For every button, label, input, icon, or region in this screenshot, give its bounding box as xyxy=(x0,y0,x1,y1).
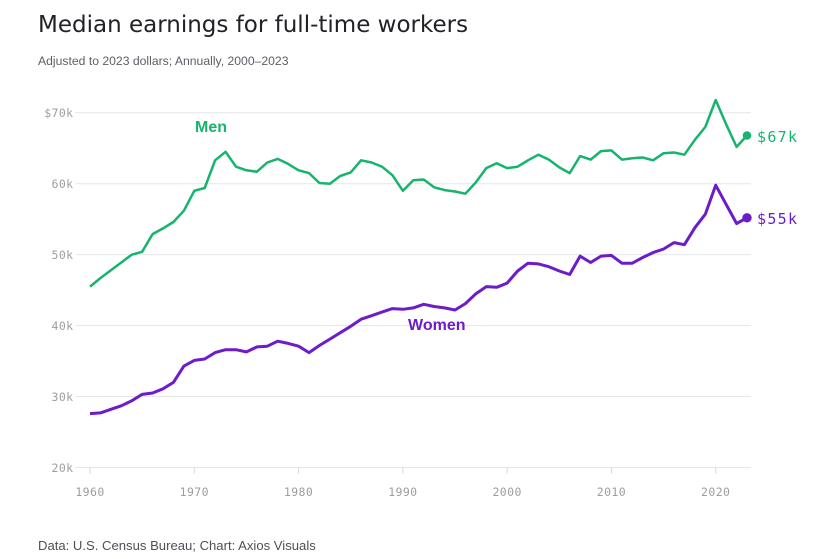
y-tick-label-60k: 60k xyxy=(51,177,74,192)
source-credit: Data: U.S. Census Bureau; Chart: Axios V… xyxy=(38,538,316,553)
x-tick-label-2010: 2010 xyxy=(596,485,627,499)
x-tick-label-1960: 1960 xyxy=(75,485,105,499)
x-tick-label-1990: 1990 xyxy=(388,485,418,499)
x-tick-label-1970: 1970 xyxy=(179,485,209,499)
y-tick-label-20k: 20k xyxy=(51,461,74,475)
gridlines-group xyxy=(75,112,751,468)
end-dot-women xyxy=(742,213,752,223)
chart-subtitle: Adjusted to 2023 dollars; Annually, 2000… xyxy=(38,54,289,68)
x-tick-label-1980: 1980 xyxy=(283,485,314,499)
series-label-men: Men xyxy=(195,119,227,136)
end-dot-men xyxy=(742,131,752,140)
end-value-label-women: $55k xyxy=(757,209,799,228)
x-tick-label-2020: 2020 xyxy=(701,485,731,499)
y-tick-label-30k: 30k xyxy=(51,390,74,405)
y-tick-label-40k: 40k xyxy=(51,319,74,334)
end-value-label-men: $67k xyxy=(757,127,799,146)
x-tick-label-2000: 2000 xyxy=(492,485,522,499)
line-women xyxy=(89,183,748,416)
y-tick-label-50k: 50k xyxy=(51,248,74,263)
data-lines-group xyxy=(89,98,752,416)
y-tick-label-70k: $70k xyxy=(44,106,74,121)
chart-title: Median earnings for full-time workers xyxy=(38,12,469,38)
line-men xyxy=(89,98,748,288)
x-tick-marks-group xyxy=(89,467,717,474)
series-label-women: Women xyxy=(408,317,466,334)
